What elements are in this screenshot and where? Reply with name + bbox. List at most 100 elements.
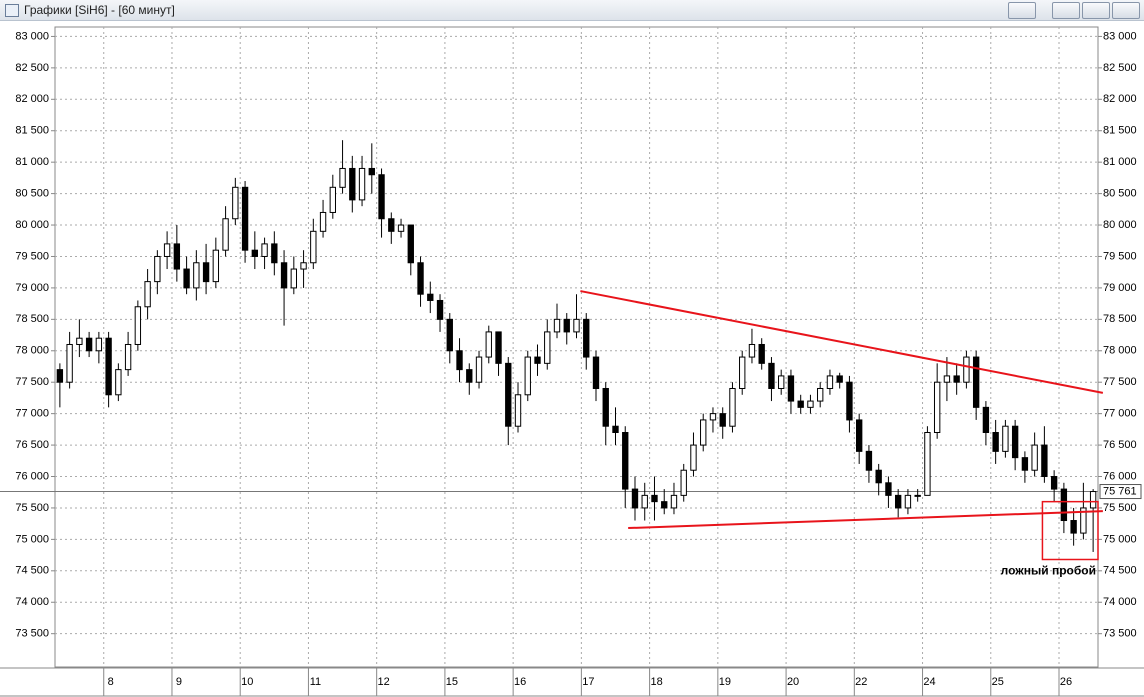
y2-tick-label: 78 000 bbox=[1103, 345, 1137, 357]
y-tick-label: 82 000 bbox=[15, 93, 49, 105]
y2-tick-label: 77 500 bbox=[1103, 376, 1137, 388]
candle-body bbox=[134, 306, 142, 345]
candle-body bbox=[514, 394, 522, 427]
candle-body bbox=[358, 167, 366, 201]
candle-body bbox=[475, 356, 483, 383]
y-tick-label: 78 000 bbox=[15, 345, 49, 357]
chart: 73 500 73 500 74 000 74 000 74 500 74 500 75 0… bbox=[0, 26, 1144, 697]
candle-body bbox=[1050, 476, 1058, 490]
candle-body bbox=[807, 400, 814, 408]
candle-body bbox=[427, 293, 434, 301]
x-tick-label: 12 bbox=[378, 676, 390, 688]
x-tick-label: 16 bbox=[514, 676, 526, 688]
y2-tick-label: 81 000 bbox=[1103, 156, 1137, 168]
y-tick-label: 83 000 bbox=[15, 30, 49, 42]
candle-body bbox=[817, 387, 824, 402]
candle-body bbox=[85, 337, 93, 352]
candle-body bbox=[466, 369, 473, 383]
candle-body bbox=[729, 387, 736, 427]
candle-body bbox=[261, 243, 268, 257]
candle-body bbox=[232, 186, 239, 220]
y2-tick-label: 79 000 bbox=[1103, 282, 1137, 294]
candle-body bbox=[251, 249, 259, 257]
candle-body bbox=[933, 381, 941, 434]
candle-body bbox=[768, 362, 775, 389]
y2-tick-label: 79 500 bbox=[1103, 250, 1137, 262]
candle-body bbox=[563, 318, 570, 333]
candle-body bbox=[875, 469, 882, 484]
candle-body bbox=[144, 281, 151, 308]
pin-button[interactable] bbox=[1008, 2, 1036, 19]
candle-body bbox=[280, 262, 288, 289]
y2-tick-label: 80 500 bbox=[1103, 188, 1137, 200]
y-tick-label: 74 000 bbox=[15, 596, 49, 608]
x-tick-label: 24 bbox=[923, 676, 935, 688]
candle-body bbox=[826, 375, 834, 389]
candle-body bbox=[787, 375, 795, 402]
candle-body bbox=[797, 400, 804, 408]
candle-body bbox=[310, 230, 317, 264]
candle-body bbox=[105, 337, 112, 396]
x-tick-label: 10 bbox=[241, 676, 253, 688]
candle-body bbox=[329, 186, 336, 213]
candle-body bbox=[66, 343, 73, 383]
candle-body bbox=[583, 318, 590, 358]
candle-body bbox=[1021, 457, 1029, 471]
y2-tick-label: 80 000 bbox=[1103, 219, 1137, 231]
candle-body bbox=[573, 318, 580, 333]
candle-body bbox=[456, 350, 463, 371]
candle-body bbox=[602, 387, 609, 427]
x-tick-label: 26 bbox=[1060, 676, 1072, 688]
candle-body bbox=[1002, 425, 1009, 452]
candle-body bbox=[972, 356, 980, 408]
candle-body bbox=[446, 318, 453, 352]
y-tick-label: 77 500 bbox=[15, 376, 49, 388]
candle-body bbox=[680, 469, 687, 496]
y-tick-label: 76 000 bbox=[15, 470, 49, 482]
candle-body bbox=[534, 356, 541, 364]
candle-body bbox=[397, 224, 405, 232]
candle-body bbox=[661, 501, 668, 509]
y2-tick-label: 81 500 bbox=[1103, 125, 1137, 137]
candle-body bbox=[904, 494, 912, 509]
candle-body bbox=[846, 381, 853, 421]
candle-body bbox=[388, 218, 395, 232]
close-button[interactable] bbox=[1112, 2, 1140, 19]
last-price-label: 75 761 bbox=[1103, 485, 1137, 497]
candle-body bbox=[124, 343, 132, 371]
y-tick-label: 79 500 bbox=[15, 250, 49, 262]
candle-body bbox=[407, 224, 414, 264]
y-tick-label: 80 000 bbox=[15, 219, 49, 231]
candle-body bbox=[943, 375, 951, 383]
candle-body bbox=[202, 262, 210, 283]
candle-body bbox=[76, 337, 83, 345]
candle-body bbox=[1089, 491, 1097, 509]
plot-frame bbox=[54, 26, 1099, 668]
annotation: ложный пробой bbox=[1001, 564, 1096, 578]
y-tick-label: 78 500 bbox=[15, 313, 49, 325]
maximize-button[interactable] bbox=[1082, 2, 1110, 19]
candle-body bbox=[924, 432, 931, 496]
candle-body bbox=[193, 262, 200, 289]
y2-tick-label: 75 000 bbox=[1103, 533, 1137, 545]
candle-body bbox=[963, 356, 970, 383]
candle-body bbox=[690, 444, 697, 471]
y2-tick-label: 73 500 bbox=[1103, 628, 1137, 640]
y-tick-label: 80 500 bbox=[15, 188, 49, 200]
candle-body bbox=[183, 268, 190, 289]
candle-body bbox=[982, 406, 990, 434]
y-tick-label: 81 500 bbox=[15, 125, 49, 137]
y-tick-label: 75 500 bbox=[15, 502, 49, 514]
y2-tick-label: 82 500 bbox=[1103, 62, 1137, 74]
candle-body bbox=[953, 375, 960, 383]
minimize-button[interactable] bbox=[1052, 2, 1080, 19]
x-tick-label: 11 bbox=[310, 676, 321, 688]
candle-body bbox=[719, 413, 726, 427]
y2-tick-label: 77 000 bbox=[1103, 408, 1137, 420]
candle-body bbox=[485, 331, 492, 358]
candle-body bbox=[592, 356, 600, 389]
candle-body bbox=[436, 299, 444, 320]
candle-body bbox=[290, 268, 297, 289]
y-tick-label: 81 000 bbox=[15, 156, 49, 168]
